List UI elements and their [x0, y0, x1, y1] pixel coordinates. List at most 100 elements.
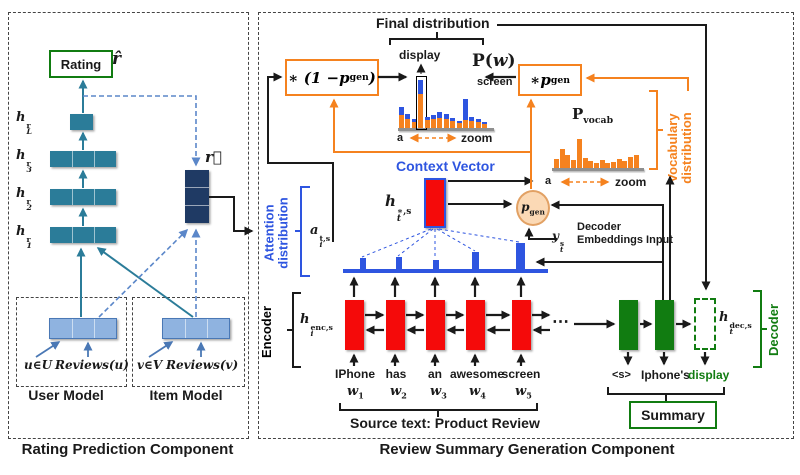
bar	[431, 115, 436, 119]
rating-label: Rating	[60, 56, 102, 72]
bar	[360, 258, 366, 269]
bar	[599, 160, 605, 168]
bar	[482, 122, 488, 124]
summary-label: Summary	[641, 407, 705, 423]
times-pgen-box: ∗ p gen	[518, 64, 582, 96]
pgen-node: pgen	[516, 190, 550, 226]
encoder-cell-2	[386, 300, 405, 350]
pvocab-label: Pvocab	[572, 105, 614, 126]
pw-axis-zoom: zoom	[461, 131, 493, 145]
bar	[405, 114, 411, 119]
bar	[516, 243, 525, 269]
pvocab-chart	[552, 134, 644, 171]
pw-chart	[398, 76, 494, 131]
user-reviews-label: Reviews(u)	[55, 358, 129, 372]
vocabulary-distribution-label: Vocabulary distribution	[665, 112, 694, 184]
bar	[616, 159, 622, 168]
r-vector-block	[185, 170, 209, 223]
right-panel-caption: Review Summary Generation Component	[379, 441, 675, 458]
bar	[456, 121, 462, 123]
pw-axis-a: a	[397, 132, 404, 144]
user-vector-block	[49, 318, 117, 339]
bar	[605, 163, 611, 168]
summary-generation-panel	[258, 12, 794, 439]
item-member-label: v∈V	[137, 358, 163, 372]
pvocab-baseline	[552, 168, 644, 171]
bar	[399, 115, 404, 128]
bar	[554, 159, 559, 168]
attention-distribution-label: Attention distribution	[261, 197, 291, 269]
decoder-cell-next-dashed	[694, 298, 716, 350]
word-token-5: screen	[501, 367, 541, 381]
bar	[475, 122, 481, 128]
bar	[463, 120, 468, 128]
bar	[469, 121, 475, 128]
pvocab-axis-zoom: zoom	[615, 175, 647, 189]
summary-token-2: display	[688, 368, 730, 382]
bar	[443, 119, 449, 128]
bar	[418, 80, 424, 94]
pw-label: P(w)	[472, 51, 516, 71]
item-model-box	[132, 297, 245, 387]
display-word-label: display	[399, 48, 441, 62]
one-minus-pgen-box: ∗ (1 − p gen)	[285, 59, 379, 96]
ellipsis-label: ⋯	[552, 312, 569, 331]
bar	[469, 117, 475, 121]
w1-label: w1	[347, 384, 364, 401]
w2-label: w2	[390, 384, 407, 401]
item-model-title: Item Model	[149, 387, 223, 403]
encoder-cell-5	[512, 300, 531, 350]
bar	[628, 157, 634, 168]
context-vector-label: Context Vector	[396, 158, 495, 174]
hidden-layer-1-block	[50, 227, 116, 243]
bar	[559, 149, 565, 168]
bar	[593, 163, 599, 168]
bar	[582, 158, 588, 168]
bar	[437, 118, 443, 128]
item-vector-block	[162, 318, 230, 339]
bar	[433, 260, 439, 269]
bar	[456, 123, 462, 128]
user-model-title: User Model	[28, 387, 104, 403]
bar	[431, 119, 436, 128]
bar	[443, 114, 449, 119]
word-token-1: IPhone	[334, 367, 375, 381]
hidden-layer-L-block	[70, 114, 93, 130]
word-token-2: has	[385, 367, 407, 381]
r-vector-label: r⃗	[205, 148, 222, 166]
bar	[611, 162, 616, 168]
h-enc-label: h enc,s i	[300, 312, 333, 339]
r-hat-label: r̂	[112, 49, 121, 69]
encoder-cell-1	[345, 300, 364, 350]
decoder-label: Decoder	[766, 303, 782, 357]
bar	[424, 120, 430, 128]
bar	[437, 112, 443, 118]
bar	[463, 99, 468, 120]
times-pgen-sub: gen	[550, 74, 571, 86]
final-distribution-label: Final distribution	[376, 15, 490, 31]
w3-label: w3	[430, 384, 447, 401]
item-reviews-label: Reviews(v)	[166, 358, 239, 372]
bar	[424, 117, 430, 120]
decoder-embeddings-label: Decoder Embeddings Input	[577, 221, 673, 247]
user-member-label: u∈U	[24, 358, 53, 372]
w5-label: w5	[515, 384, 532, 401]
bar	[482, 124, 488, 128]
pvocab-axis-a: a	[545, 175, 552, 187]
decoder-cell-2	[655, 300, 674, 350]
user-model-box	[16, 297, 127, 387]
decoder-cell-1	[619, 300, 638, 350]
h-dec-label: h dec,s t	[719, 310, 752, 337]
one-minus-pgen-p: p	[339, 68, 350, 87]
one-minus-pgen-pre: ∗ (1 −	[288, 68, 340, 87]
encoder-label: Encoder	[259, 306, 275, 359]
one-minus-pgen-sub: gen	[349, 72, 369, 83]
source-text-label: Source text: Product Review	[350, 415, 540, 431]
bar	[405, 119, 411, 128]
left-panel-caption: Rating Prediction Component	[21, 441, 234, 458]
encoder-cell-4	[466, 300, 485, 350]
bar	[588, 161, 594, 168]
word-token-3: an	[427, 367, 442, 381]
